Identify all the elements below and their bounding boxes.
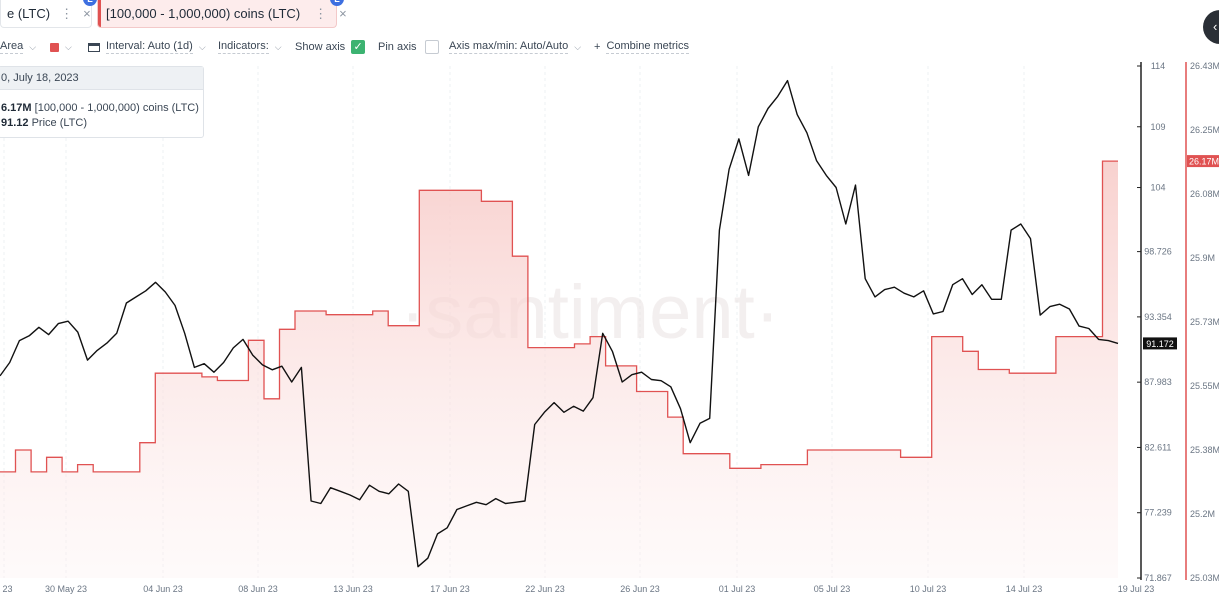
litecoin-icon: Ł: [83, 0, 97, 6]
x-tick-label: 26 Jun 23: [620, 584, 660, 594]
y-left-tick-label: 114: [1151, 61, 1165, 71]
x-tick-label: 22 Jun 23: [525, 584, 565, 594]
holders-area: [0, 161, 1118, 578]
interval-dropdown[interactable]: Interval: Auto (1d) ⌵: [88, 38, 206, 56]
combine-metrics-button[interactable]: + Combine metrics: [594, 40, 689, 54]
x-tick-label: 10 Jul 23: [910, 584, 947, 594]
holders-series: [0, 160, 1118, 578]
indicators-dropdown[interactable]: Indicators: ⌵: [218, 40, 282, 54]
checkbox-unchecked-icon[interactable]: [424, 40, 439, 54]
y-right-tick-label: 26.43M: [1190, 61, 1219, 71]
x-tick-label: 17 Jun 23: [430, 584, 470, 594]
tooltip-date: 0, July 18, 2023: [0, 67, 203, 90]
current-value-markers: 91.172 26.17M: [1143, 155, 1219, 350]
pin-axis-toggle[interactable]: Pin axis: [378, 38, 439, 56]
checkbox-checked-icon[interactable]: ✓: [351, 40, 366, 54]
y-left-tick-label: 77.239: [1144, 508, 1172, 518]
current-price-marker: [1143, 337, 1177, 350]
close-icon[interactable]: ×: [83, 6, 91, 21]
y-right-tick-label: 25.2M: [1190, 509, 1215, 519]
y-left-tick-label: 98.726: [1144, 247, 1172, 257]
y-right-tick-label: 25.55M: [1190, 381, 1219, 391]
color-swatch: [50, 42, 59, 52]
metric-tab-label: e (LTC): [7, 6, 51, 21]
holders-line: [0, 160, 1118, 473]
y-right-tick-label: 25.38M: [1190, 445, 1219, 455]
y-left-tick-label: 71.867: [1144, 573, 1172, 583]
more-options-icon[interactable]: ⋮: [314, 5, 328, 21]
x-tick-label: 05 Jul 23: [814, 584, 851, 594]
price-line: [0, 79, 1119, 568]
color-picker[interactable]: ⌵: [50, 38, 72, 56]
chevron-down-icon: ⌵: [65, 41, 72, 52]
y-right-tick-label: 25.03M: [1190, 573, 1219, 583]
chevron-down-icon: ⌵: [29, 41, 37, 52]
plus-icon: +: [594, 41, 601, 53]
chevron-down-icon: ⌵: [198, 41, 206, 52]
x-tick-label: 04 Jun 23: [143, 584, 183, 594]
current-price-label: 91.172: [1146, 339, 1174, 349]
y-left-tick-label: 104: [1150, 183, 1165, 193]
price-series: [0, 79, 1119, 568]
chevron-down-icon: ⌵: [274, 41, 282, 52]
metric-tab-price[interactable]: e (LTC) ⋮ × Ł: [0, 0, 97, 28]
axis-ticks: 114 109 104 98.726 93.354 87.983 82.611 77.239 7…: [0, 61, 1219, 594]
more-options-icon[interactable]: ⋮: [60, 5, 74, 21]
y-left-tick-label: 109: [1150, 122, 1165, 132]
x-tick-label: 13 Jun 23: [333, 584, 373, 594]
x-tick-label: 08 Jun 23: [238, 584, 278, 594]
close-icon[interactable]: ×: [339, 6, 347, 21]
tooltip-row-holders: 6.17M [100,000 - 1,000,000) coins (LTC): [1, 102, 199, 114]
x-tick-label: 01 Jul 23: [719, 584, 756, 594]
y-left-tick-label: 87.983: [1144, 377, 1172, 387]
y-right-tick-label: 25.73M: [1190, 317, 1219, 327]
axis-minmax-dropdown[interactable]: Axis max/min: Auto/Auto ⌵: [449, 40, 582, 54]
current-holders-label: 26.17M: [1189, 157, 1219, 167]
metric-tab-label: [100,000 - 1,000,000) coins (LTC): [106, 6, 301, 21]
y-right-tick-label: 26.08M: [1190, 189, 1219, 199]
share-icon: ‹: [1213, 19, 1218, 34]
litecoin-icon: Ł: [330, 0, 344, 6]
x-tick-label: 30 May 23: [45, 584, 87, 594]
x-tick-label: 14 Jul 23: [1006, 584, 1043, 594]
chart-style-dropdown[interactable]: Area ⌵: [0, 40, 37, 54]
show-axis-toggle[interactable]: Show axis ✓: [295, 38, 366, 56]
x-tick-label: y 23: [0, 584, 13, 594]
chevron-down-icon: ⌵: [574, 41, 582, 52]
x-tick-label: 19 Jul 23: [1118, 584, 1155, 594]
tooltip-row-price: 91.12 Price (LTC): [1, 117, 88, 129]
calendar-icon: [88, 42, 100, 52]
y-right-tick-label: 25.9M: [1190, 253, 1215, 263]
current-holders-marker: [1187, 155, 1219, 168]
metric-tab-holders[interactable]: [100,000 - 1,000,000) coins (LTC) ⋮ × Ł: [97, 0, 347, 28]
y-left-tick-label: 82.611: [1145, 442, 1172, 452]
y-right-tick-label: 26.25M: [1190, 125, 1219, 135]
share-button[interactable]: ‹: [1203, 10, 1219, 44]
chart-tooltip: 0, July 18, 2023 6.17M [100,000 - 1,000,…: [0, 66, 204, 138]
y-left-tick-label: 93.354: [1144, 312, 1172, 322]
